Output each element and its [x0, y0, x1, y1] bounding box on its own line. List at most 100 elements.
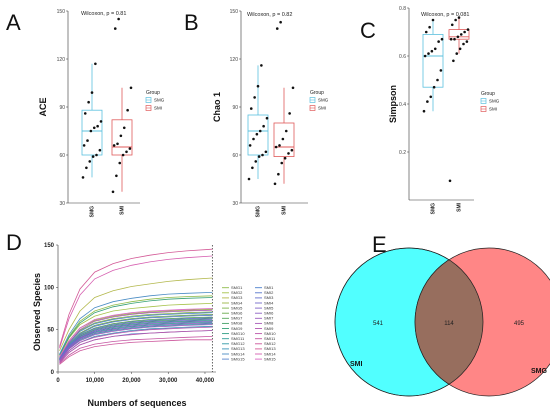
series-line-smi14 [59, 255, 213, 349]
data-point [116, 142, 119, 146]
venn-set-label-smi: SMI [350, 361, 363, 368]
simpson-boxplot-panel: 0.2 0.4 0.6 0.8 Simpson Wilcoxon, p = 0.081 SM… [388, 6, 500, 215]
legend-entry: SMG14 [231, 351, 245, 356]
x-tick-label: SMI [282, 205, 288, 215]
y-tick-label: 150 [57, 9, 66, 15]
data-point [427, 52, 430, 55]
series-line-smi15 [59, 308, 213, 358]
data-point [422, 109, 426, 113]
legend-entry: SMI1 [264, 285, 274, 290]
y-tick-label: 120 [57, 57, 66, 63]
data-point [466, 28, 470, 31]
legend-entry: SMG1 [231, 285, 243, 290]
data-point [433, 47, 437, 51]
chao1-boxplot-panel: 30 60 90 120 150 Chao 1 Wilcoxon, p = 0.82 SMG S… [212, 9, 329, 218]
data-point [465, 40, 469, 43]
series-line-smi7 [59, 324, 213, 362]
series-line-smi10 [59, 330, 213, 363]
data-point [112, 144, 116, 147]
data-point [248, 144, 252, 147]
data-point [125, 150, 128, 154]
data-point [90, 91, 94, 94]
data-point [83, 112, 87, 115]
data-point [278, 144, 281, 147]
box-smi [273, 122, 295, 157]
series-line-smi11 [59, 336, 213, 364]
data-point [283, 156, 287, 160]
y-axis-title: Observed Species [32, 273, 42, 351]
legend-entry: SMG6 [231, 311, 243, 316]
legend-entry: SMG8 [231, 321, 243, 326]
x-axis-title: Numbers of sequences [87, 398, 186, 408]
x-tick-label: SMG [90, 206, 96, 218]
legend-entry: SMI10 [264, 331, 276, 336]
data-point [453, 37, 456, 41]
venn-panel: 541 114 495 SMI SMG [334, 247, 550, 397]
data-point [455, 52, 459, 55]
data-point [115, 174, 118, 178]
series-line-smi12 [59, 339, 213, 365]
legend-entry: SMI13 [264, 346, 276, 351]
series-line-smg1 [59, 295, 213, 356]
box-smg [81, 109, 103, 156]
y-tick-label: 150 [230, 9, 239, 15]
legend-entry: SMG [318, 98, 329, 103]
panel-label-a: A [6, 10, 21, 35]
data-point [277, 172, 280, 176]
series-line-smg6 [59, 314, 213, 359]
data-point [275, 27, 279, 30]
data-point [287, 152, 290, 155]
venn-count-left: 541 [373, 321, 384, 327]
x-tick-label: SMI [120, 205, 126, 215]
legend-entry: SMI9 [264, 326, 274, 331]
data-point [264, 150, 268, 154]
data-point [463, 30, 466, 34]
series-line-smi3 [59, 317, 213, 360]
data-point [98, 148, 102, 152]
series-line-smi9 [59, 326, 213, 363]
y-tick-label: 60 [232, 153, 238, 159]
data-point [113, 27, 117, 30]
legend-entry: SMG2 [231, 290, 243, 295]
data-point [261, 153, 264, 157]
y-tick-label: 50 [47, 328, 54, 334]
legend-entry: SMI [489, 107, 497, 112]
data-point [117, 17, 120, 21]
data-point [88, 160, 92, 163]
data-point [440, 37, 444, 41]
data-point [462, 42, 465, 46]
y-tick-label: 0.4 [399, 102, 406, 108]
y-tick-label: 120 [230, 57, 239, 63]
data-point [119, 134, 123, 138]
y-axis-title: Chao 1 [212, 92, 222, 122]
y-tick-label: 60 [59, 153, 65, 159]
venn-overlap [414, 248, 483, 396]
data-point [86, 139, 89, 142]
legend-entry: SMG12 [231, 341, 245, 346]
legend-entry: SMI7 [264, 316, 274, 321]
data-point [128, 147, 132, 150]
panel-label-d: D [6, 230, 22, 255]
legend-entry: SMI8 [264, 321, 274, 326]
data-point [262, 124, 265, 128]
data-point [122, 126, 126, 130]
legend-title: Group [481, 91, 495, 97]
series-line-smi8 [59, 309, 213, 358]
box-smg [422, 34, 444, 88]
legend-entry: SMG13 [231, 346, 245, 351]
legend-entry: SMG15 [231, 356, 245, 361]
series-line-smg2 [59, 303, 213, 357]
data-point [274, 145, 278, 149]
data-point [458, 47, 462, 51]
legend-entry: SMG7 [231, 316, 243, 321]
data-point [82, 144, 86, 147]
data-point [253, 96, 256, 99]
series-line-smg14 [59, 292, 213, 355]
data-point [456, 35, 460, 39]
data-point [118, 161, 122, 165]
ace-boxplot-panel: 30 60 90 120 150 ACE Wilcoxon, p = 0.81 SMG SMI G… [38, 9, 165, 218]
legend-title: Group [310, 90, 324, 96]
data-point [256, 84, 260, 88]
venn-set-label-smg: SMG [531, 368, 548, 375]
x-tick-label: 20,000 [122, 378, 141, 384]
